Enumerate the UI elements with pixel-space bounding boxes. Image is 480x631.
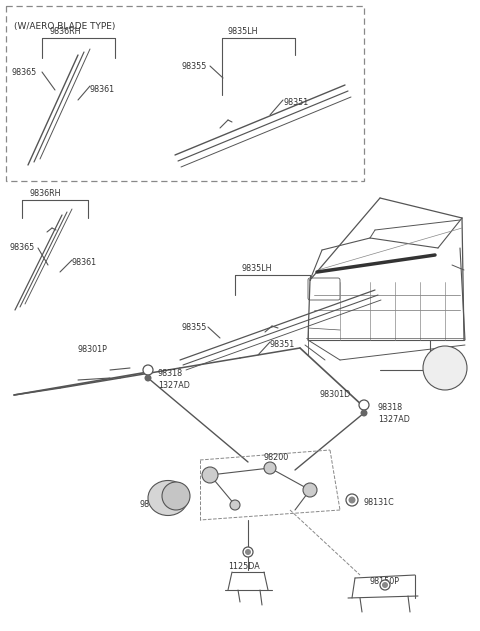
Text: (W/AERO BLADE TYPE): (W/AERO BLADE TYPE): [14, 22, 115, 31]
Text: 98351: 98351: [283, 98, 308, 107]
Text: 98100: 98100: [140, 500, 165, 509]
Text: 98365: 98365: [10, 243, 35, 252]
Text: 98301P: 98301P: [78, 345, 108, 354]
Circle shape: [359, 400, 369, 410]
Text: 1125DA: 1125DA: [228, 562, 260, 571]
Circle shape: [245, 549, 251, 555]
Circle shape: [202, 467, 218, 483]
Circle shape: [303, 483, 317, 497]
Circle shape: [162, 482, 190, 510]
Text: 98355: 98355: [182, 323, 207, 332]
Circle shape: [348, 497, 356, 504]
Text: 98318: 98318: [158, 369, 183, 378]
Circle shape: [143, 365, 153, 375]
Circle shape: [346, 494, 358, 506]
Text: 9835LH: 9835LH: [242, 264, 273, 273]
Text: 98361: 98361: [72, 258, 97, 267]
Text: 1327AD: 1327AD: [158, 381, 190, 390]
Text: 9835LH: 9835LH: [228, 27, 259, 36]
Circle shape: [360, 410, 368, 416]
Circle shape: [264, 462, 276, 474]
Circle shape: [243, 547, 253, 557]
Text: 98365: 98365: [12, 68, 37, 77]
Text: 98301D: 98301D: [320, 390, 351, 399]
Text: 98150P: 98150P: [370, 577, 400, 586]
Circle shape: [144, 375, 152, 382]
Circle shape: [382, 582, 388, 588]
Text: 9836RH: 9836RH: [30, 189, 61, 198]
Text: 98355: 98355: [182, 62, 207, 71]
Circle shape: [380, 580, 390, 590]
Text: 9836RH: 9836RH: [50, 27, 82, 36]
Ellipse shape: [148, 480, 188, 516]
Text: 98351: 98351: [270, 340, 295, 349]
Circle shape: [423, 346, 467, 390]
Text: 98131C: 98131C: [363, 498, 394, 507]
Text: 98200: 98200: [263, 453, 288, 462]
Circle shape: [230, 500, 240, 510]
Text: 98318: 98318: [378, 403, 403, 412]
Text: 1327AD: 1327AD: [378, 415, 410, 424]
Bar: [6, 6, 364, 181]
Text: 98361: 98361: [90, 85, 115, 94]
